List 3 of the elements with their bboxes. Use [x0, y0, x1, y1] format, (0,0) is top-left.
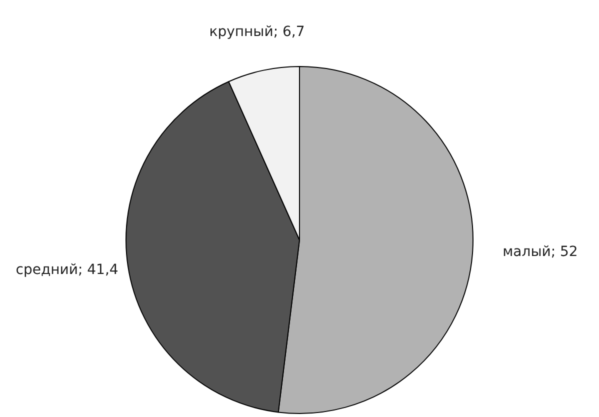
slice-label: малый; 52	[502, 243, 578, 262]
slice-label: крупный; 6,7	[209, 22, 305, 41]
slice-label: средний; 41,4	[16, 261, 118, 280]
